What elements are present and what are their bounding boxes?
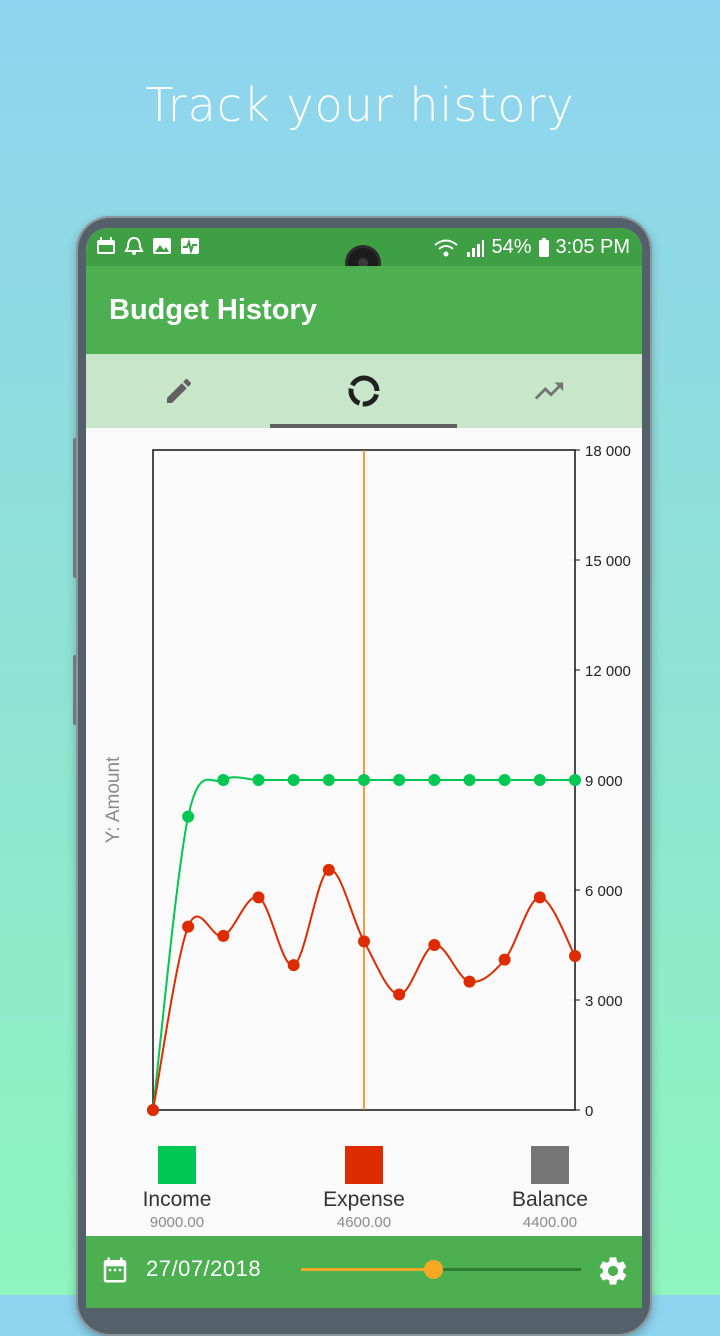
app-screen: 54% 3:05 PM Budget History 0 3 000 6 000 9 … [86, 228, 642, 1308]
signal-icon [467, 239, 485, 257]
expense-point [533, 891, 546, 904]
tab-edit[interactable] [86, 354, 271, 428]
tab-bar [86, 354, 642, 428]
power-button [73, 655, 77, 725]
legend-balance: Balance 4400.00 [480, 1146, 620, 1231]
donut-chart-icon [348, 375, 379, 407]
legend-balance-label: Balance [512, 1188, 588, 1211]
legend-income: Income 9000.00 [107, 1146, 247, 1231]
legend-expense-value: 4600.00 [336, 1214, 392, 1231]
battery-percent: 54% [491, 236, 532, 258]
income-point [533, 774, 546, 786]
expense-point [498, 953, 511, 966]
page-title: Budget History [109, 294, 317, 326]
tab-overview[interactable] [271, 354, 456, 428]
wifi-icon [434, 239, 459, 256]
income-point [569, 774, 581, 786]
expense-point [252, 891, 265, 904]
expense-point [322, 863, 335, 876]
income-point [252, 774, 265, 786]
date-slider-thumb[interactable] [423, 1260, 443, 1279]
expense-point [463, 975, 476, 988]
chart-area: 0 3 000 6 000 9 000 12 000 15 000 18 000 Y: Amo… [86, 428, 642, 1236]
legend-expense: Expense 4600.00 [294, 1146, 434, 1231]
legend-expense-label: Expense [323, 1188, 405, 1211]
y-tick-label: 12 000 [585, 663, 631, 680]
gear-icon[interactable] [596, 1254, 630, 1288]
history-chart[interactable]: 0 3 000 6 000 9 000 12 000 15 000 18 000 Y: Amo… [86, 428, 642, 1128]
y-tick-label: 15 000 [585, 553, 631, 570]
selected-date[interactable]: 27/07/2018 [146, 1256, 262, 1281]
alarm-bell-icon [124, 237, 144, 255]
headline: Track your history [145, 78, 575, 132]
image-notification-icon [153, 238, 171, 254]
y-axis-label: Y: Amount [103, 756, 124, 843]
expense-point [358, 935, 370, 948]
income-point [463, 774, 476, 786]
calendar-icon[interactable] [100, 1254, 130, 1286]
expense-point [147, 1104, 159, 1116]
y-tick-label: 9 000 [585, 773, 623, 790]
clock: 3:05 PM [555, 236, 630, 258]
active-tab-indicator [270, 424, 457, 428]
pencil-icon [166, 378, 191, 403]
app-bar: Budget History [86, 266, 642, 354]
legend-balance-value: 4400.00 [522, 1214, 578, 1231]
income-point [322, 774, 335, 786]
y-tick-label: 18 000 [585, 443, 631, 460]
calendar-notification-icon [97, 237, 115, 254]
expense-point [569, 950, 581, 962]
expense-point [182, 920, 195, 933]
y-tick-label: 0 [585, 1103, 593, 1120]
income-point [182, 810, 195, 823]
volume-button [73, 438, 77, 578]
income-swatch [158, 1146, 196, 1184]
balance-swatch [531, 1146, 569, 1184]
expense-point [217, 929, 230, 942]
legend-income-label: Income [142, 1188, 212, 1211]
y-tick-label: 6 000 [585, 883, 623, 900]
expense-point [428, 939, 441, 951]
bottom-bar: 27/07/2018 [86, 1236, 642, 1308]
expense-point [287, 959, 300, 972]
legend-income-value: 9000.00 [149, 1214, 205, 1231]
income-point [217, 774, 230, 786]
income-point [428, 774, 441, 786]
expense-point [393, 988, 406, 1001]
date-slider-fill [301, 1268, 433, 1271]
income-point [498, 774, 511, 786]
income-point [287, 774, 300, 786]
trending-up-icon [534, 382, 563, 400]
battery-icon [538, 237, 549, 257]
activity-notification-icon [181, 238, 199, 255]
income-point [393, 774, 406, 786]
expense-swatch [345, 1146, 383, 1184]
tab-trend[interactable] [456, 354, 641, 428]
y-tick-label: 3 000 [585, 993, 623, 1010]
income-point [358, 774, 370, 786]
